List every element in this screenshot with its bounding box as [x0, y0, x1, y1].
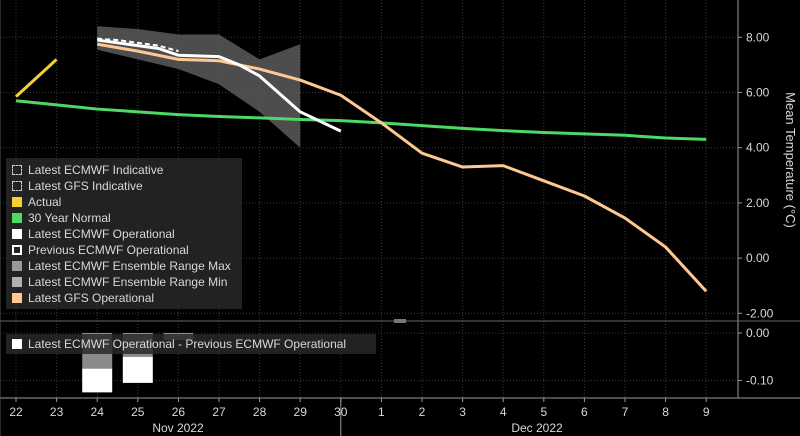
x-tick-label: 28 — [253, 405, 267, 419]
legend-label: 30 Year Normal — [28, 211, 111, 225]
legend-swatch — [12, 261, 22, 271]
series-latest-gfs-operational — [96, 42, 708, 293]
series-latest-ecmwf-operational — [96, 38, 342, 133]
difference-legend: Latest ECMWF Operational - Previous ECMW… — [6, 334, 376, 354]
series-30-year-normal — [15, 99, 707, 141]
legend-swatch — [12, 181, 22, 191]
x-tick-label: 6 — [581, 405, 588, 419]
x-tick-label: 8 — [662, 405, 669, 419]
x-tick-label: 1 — [378, 405, 385, 419]
y-tick-label: 6.00 — [746, 86, 770, 100]
x-tick-label: 25 — [131, 405, 145, 419]
main-legend: Latest ECMWF Indicative Latest GFS Indica… — [6, 158, 242, 309]
legend-label: Latest ECMWF Operational — [28, 227, 175, 241]
x-tick-label: 2 — [419, 405, 426, 419]
y-tick-label: 0.00 — [746, 251, 770, 265]
x-tick-label: 26 — [172, 405, 186, 419]
x-tick-label: 7 — [622, 405, 629, 419]
y-tick-label: -2.00 — [746, 306, 774, 320]
bar-difference — [122, 356, 153, 383]
legend-label: Latest GFS Operational — [28, 291, 155, 305]
legend-item: Latest GFS Operational — [6, 290, 242, 306]
legend-item: Previous ECMWF Operational — [6, 242, 242, 258]
x-tick-label: 4 — [500, 405, 507, 419]
x-tick-label: 22 — [9, 405, 23, 419]
month-label: Nov 2022 — [152, 421, 204, 435]
legend-item: Latest ECMWF Operational — [6, 226, 242, 242]
legend-item: Latest GFS Indicative — [6, 178, 242, 194]
y-tick-label: 0.00 — [746, 326, 770, 340]
y-tick-label: -0.10 — [746, 374, 774, 388]
legend-swatch — [12, 197, 22, 207]
legend-label: Previous ECMWF Operational — [28, 243, 189, 257]
legend-swatch — [12, 213, 22, 223]
x-tick-label: 29 — [294, 405, 308, 419]
x-tick-label: 5 — [540, 405, 547, 419]
x-tick-label: 27 — [212, 405, 226, 419]
series-previous-ecmwf-operational — [97, 37, 179, 53]
x-tick-label: 9 — [703, 405, 710, 419]
legend-label: Latest ECMWF Indicative — [28, 163, 164, 177]
legend-swatch — [12, 165, 22, 175]
series-actual — [14, 58, 58, 98]
x-tick-label: 24 — [91, 405, 105, 419]
legend-swatch — [12, 229, 22, 239]
y-tick-label: 2.00 — [746, 196, 770, 210]
legend-swatch — [12, 277, 22, 287]
x-tick-label: 23 — [50, 405, 64, 419]
legend-item: Latest ECMWF Indicative — [6, 162, 242, 178]
legend-swatch — [12, 293, 22, 303]
y-axis-title: Mean Temperature (°C) — [783, 92, 798, 228]
legend-item: Actual — [6, 194, 242, 210]
legend-item: Latest ECMWF Ensemble Range Min — [6, 274, 242, 290]
legend-label: Latest ECMWF Ensemble Range Min — [28, 275, 228, 289]
legend-label: Latest ECMWF Operational - Previous ECMW… — [28, 337, 347, 351]
legend-item: 30 Year Normal — [6, 210, 242, 226]
legend-swatch — [12, 245, 22, 255]
ensemble-range-band — [97, 26, 301, 148]
legend-label: Latest ECMWF Ensemble Range Max — [28, 259, 231, 273]
bar-difference — [82, 368, 113, 393]
legend-item-difference: Latest ECMWF Operational - Previous ECMW… — [6, 336, 346, 352]
legend-label: Latest GFS Indicative — [28, 179, 143, 193]
legend-swatch — [12, 339, 22, 349]
panel-resize-handle — [394, 319, 406, 323]
legend-label: Actual — [28, 195, 62, 209]
y-tick-label: 4.00 — [746, 141, 770, 155]
legend-item: Latest ECMWF Ensemble Range Max — [6, 258, 242, 274]
y-tick-label: 8.00 — [746, 30, 770, 44]
month-label: Dec 2022 — [511, 421, 563, 435]
x-tick-label: 3 — [459, 405, 466, 419]
